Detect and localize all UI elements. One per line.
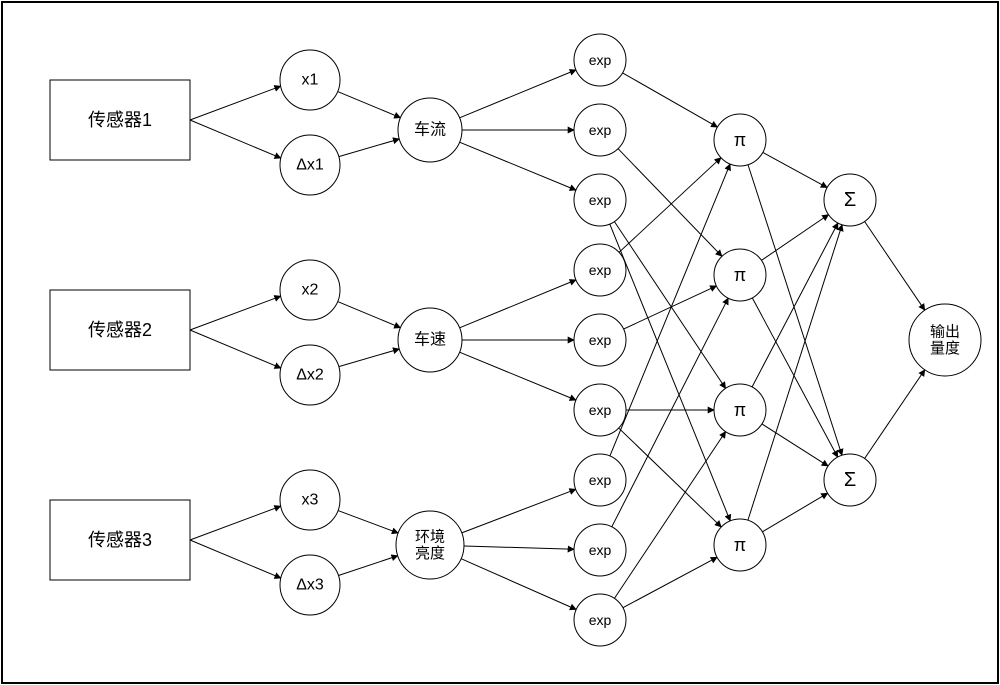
edge	[460, 280, 576, 328]
dx1: Δx1	[280, 135, 340, 195]
e9-label: exp	[589, 612, 612, 628]
edge	[338, 92, 401, 118]
dx3-label: Δx3	[296, 577, 324, 594]
e7-label: exp	[589, 472, 612, 488]
edge	[190, 506, 281, 540]
edge	[339, 349, 399, 367]
edge	[462, 489, 576, 533]
edge	[338, 511, 398, 534]
edge	[762, 493, 827, 532]
traffic-label: 车流	[414, 121, 446, 139]
out-label: 输出量度	[930, 323, 960, 357]
edge	[612, 298, 728, 527]
edge	[190, 540, 281, 578]
p2-label: π	[734, 265, 746, 285]
p4: π	[714, 519, 766, 571]
edge	[865, 370, 925, 459]
speed: 车速	[398, 308, 462, 372]
sensor3-label: 传感器3	[88, 530, 152, 550]
s1: Σ	[824, 174, 876, 226]
edge	[763, 152, 827, 187]
p3: π	[714, 384, 766, 436]
sensor1: 传感器1	[50, 80, 190, 160]
p1: π	[714, 114, 766, 166]
e2: exp	[574, 104, 626, 156]
diagram-canvas: 传感器1 传感器2 传感器3 x1 Δx1 x2 Δx2 x3 Δx3 车流车速环境亮度 exp ex…	[0, 0, 1000, 685]
s2-label: Σ	[844, 469, 856, 491]
e4-label: exp	[589, 262, 612, 278]
e6-label: exp	[589, 402, 612, 418]
sensor2: 传感器2	[50, 290, 190, 370]
edge	[610, 224, 730, 521]
e3: exp	[574, 174, 626, 226]
edge	[752, 298, 837, 457]
s1-label: Σ	[844, 189, 856, 211]
edge	[190, 330, 281, 368]
e6: exp	[574, 384, 626, 436]
x2-label: x2	[302, 282, 319, 299]
x3: x3	[280, 470, 340, 530]
edge	[460, 352, 576, 400]
p4-label: π	[734, 535, 746, 555]
e9: exp	[574, 594, 626, 646]
out: 输出量度	[909, 304, 981, 376]
edge	[865, 222, 925, 311]
edge	[190, 296, 281, 330]
e3-label: exp	[589, 192, 612, 208]
edge	[623, 73, 718, 127]
e8: exp	[574, 524, 626, 576]
edge	[618, 149, 722, 257]
sensor2-label: 传感器2	[88, 320, 152, 340]
ambient: 环境亮度	[396, 511, 464, 579]
edge	[190, 86, 281, 120]
x3-label: x3	[302, 492, 319, 509]
speed-label: 车速	[414, 331, 446, 349]
p1-label: π	[734, 130, 746, 150]
edge	[464, 546, 574, 549]
e8-label: exp	[589, 542, 612, 558]
edge	[339, 139, 399, 157]
dx2: Δx2	[280, 345, 340, 405]
edge	[460, 70, 576, 118]
x1-label: x1	[302, 72, 319, 89]
e5: exp	[574, 314, 626, 366]
edge	[460, 142, 576, 190]
sensor3: 传感器3	[50, 500, 190, 580]
e5-label: exp	[589, 332, 612, 348]
e1-label: exp	[589, 52, 612, 68]
p3-label: π	[734, 400, 746, 420]
x1: x1	[280, 50, 340, 110]
x2: x2	[280, 260, 340, 320]
e1: exp	[574, 34, 626, 86]
ambient-label: 环境亮度	[415, 527, 445, 562]
dx1-label: Δx1	[296, 157, 324, 174]
edge	[619, 428, 722, 527]
e7: exp	[574, 454, 626, 506]
dx2-label: Δx2	[296, 367, 324, 384]
e2-label: exp	[589, 122, 612, 138]
e4: exp	[574, 244, 626, 296]
edge	[338, 556, 397, 576]
edge	[619, 158, 721, 253]
dx3: Δx3	[280, 555, 340, 615]
traffic: 车流	[398, 98, 462, 162]
edge	[190, 120, 281, 158]
edge	[338, 302, 401, 328]
edge	[461, 559, 576, 610]
edge	[752, 223, 838, 387]
p2: π	[714, 249, 766, 301]
edge	[614, 222, 725, 389]
s2: Σ	[824, 454, 876, 506]
sensor1-label: 传感器1	[88, 110, 152, 130]
